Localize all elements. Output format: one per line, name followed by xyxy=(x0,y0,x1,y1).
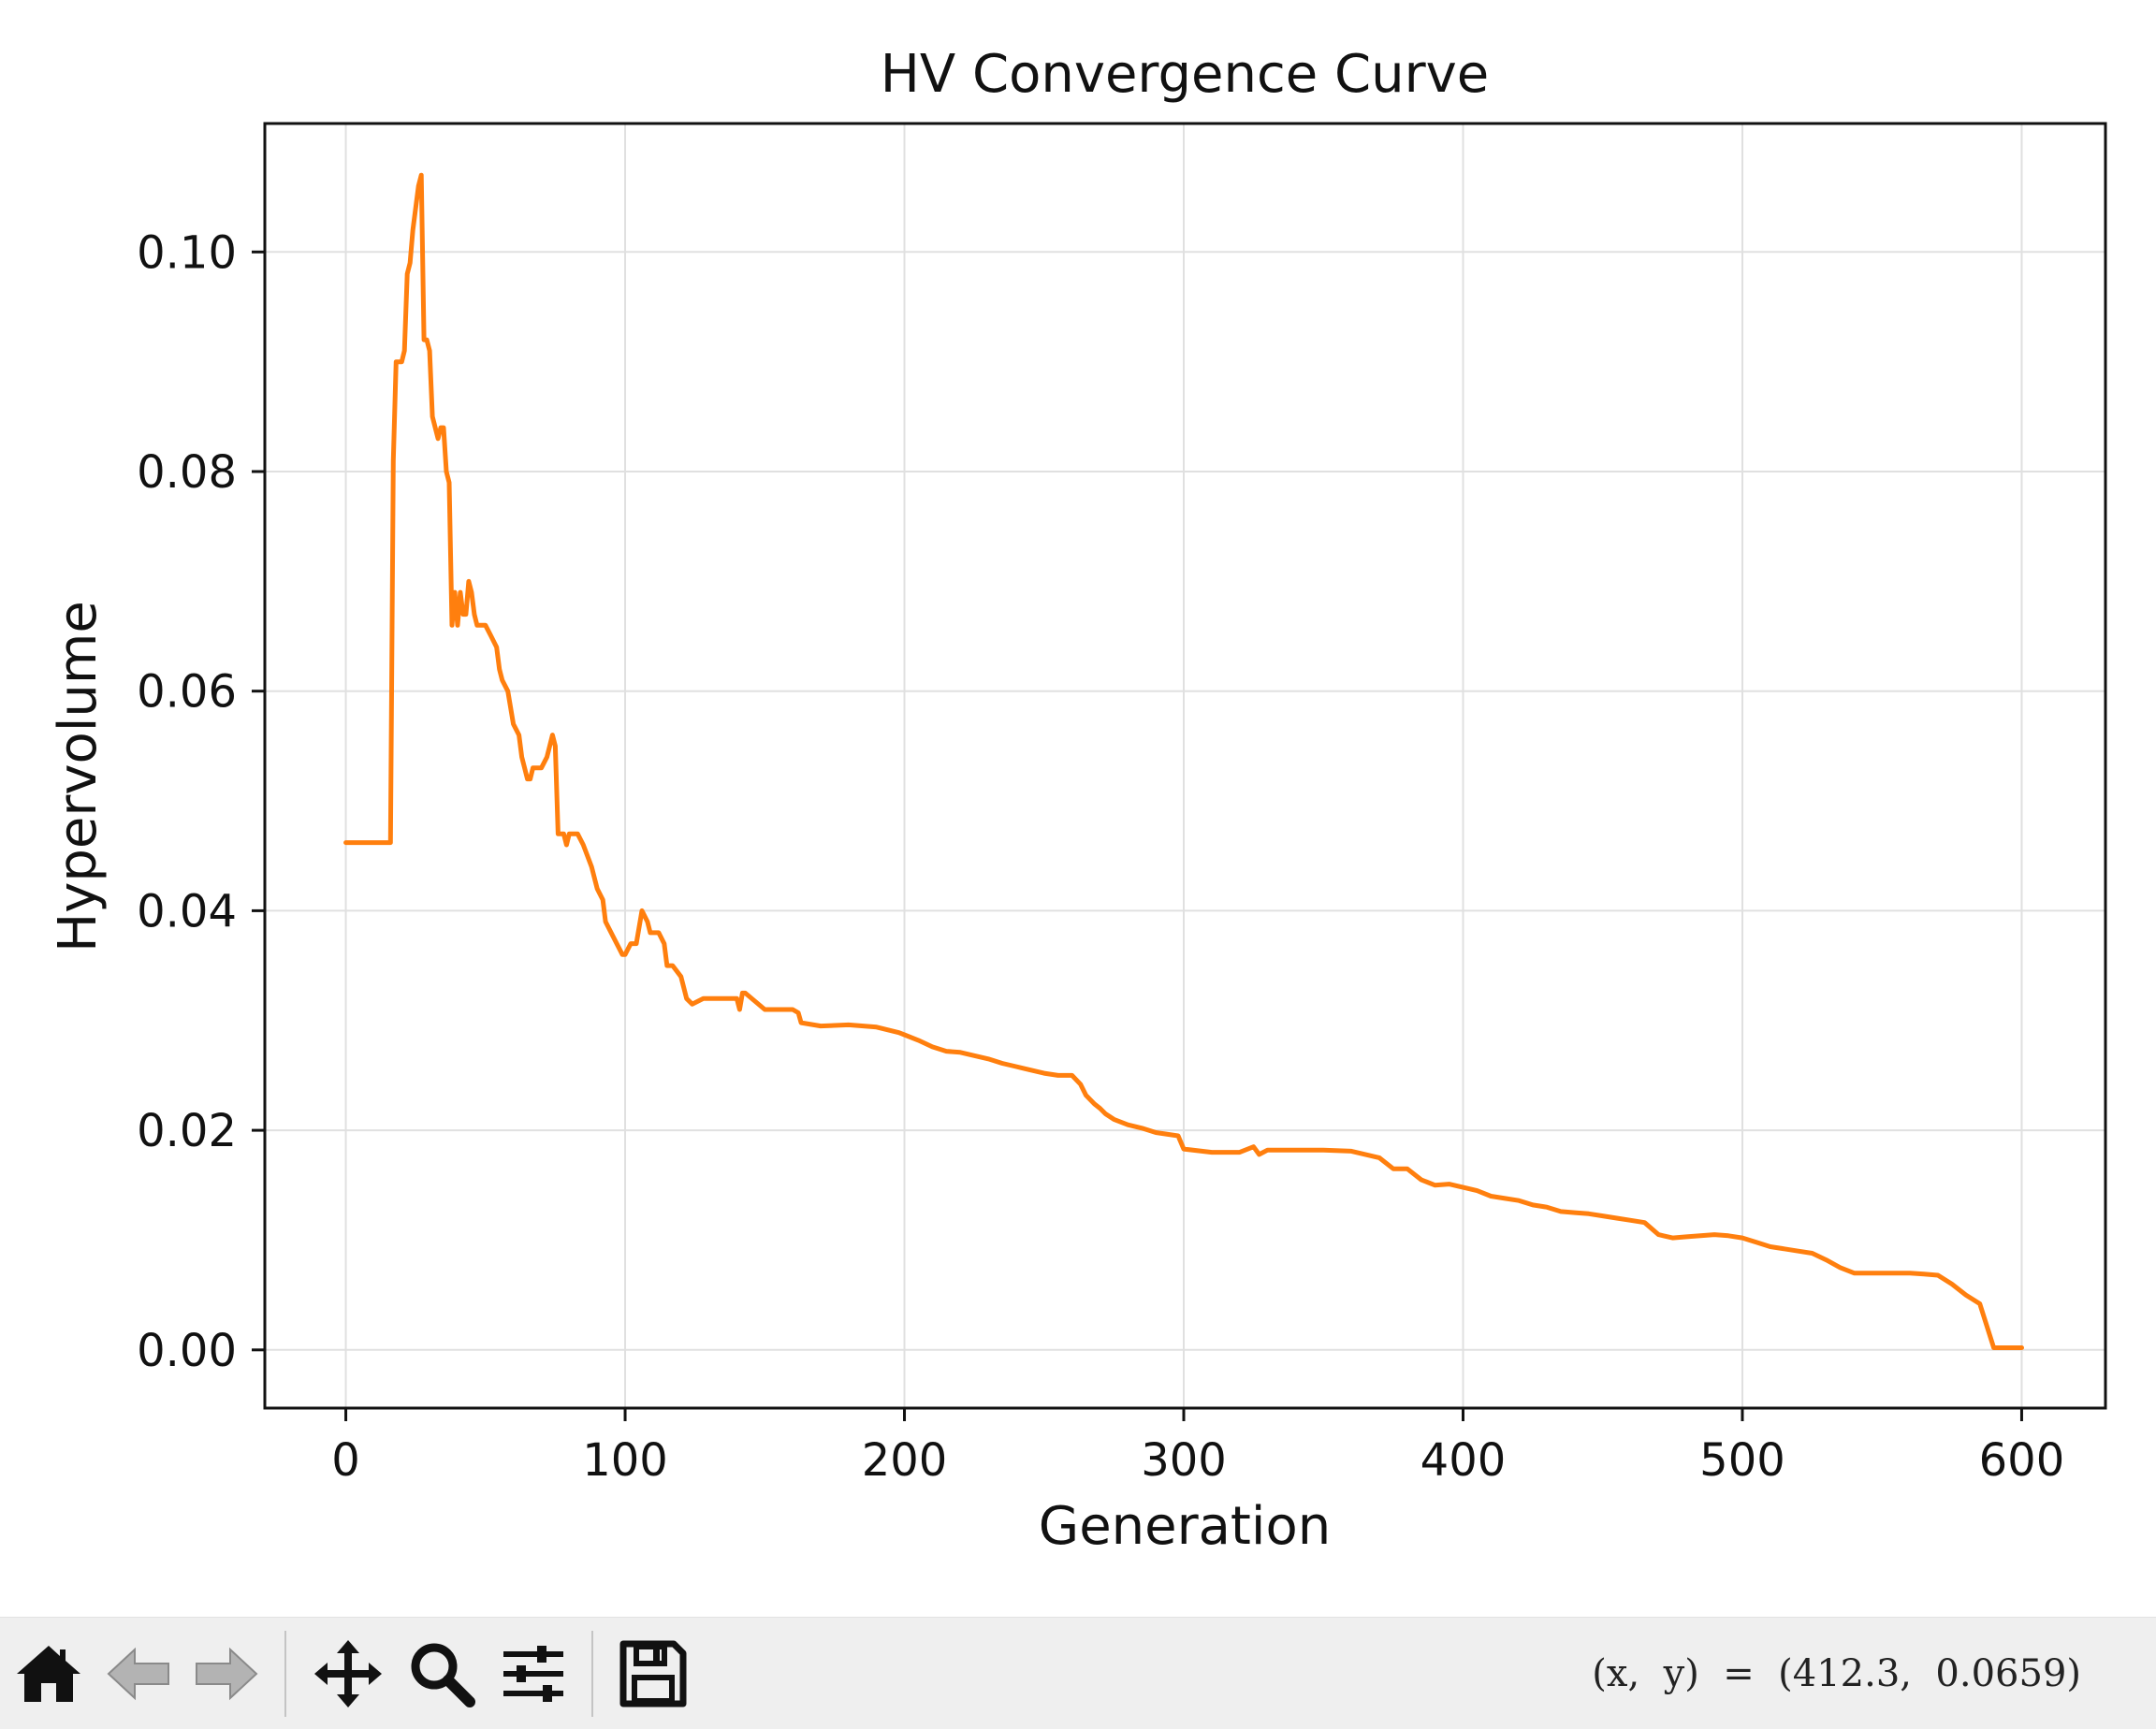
x-axis-label: Generation xyxy=(1039,1496,1331,1557)
floppy-disk-icon xyxy=(619,1640,687,1707)
y-tick-label: 0.06 xyxy=(137,666,237,719)
pan-button[interactable] xyxy=(305,1631,391,1717)
toolbar-separator xyxy=(284,1631,286,1717)
x-tick-label: 400 xyxy=(1420,1434,1507,1487)
hv-series-line xyxy=(343,172,2024,1350)
back-button[interactable] xyxy=(95,1631,182,1717)
y-tick-label: 0.02 xyxy=(137,1105,237,1157)
y-tick-label: 0.10 xyxy=(137,226,237,279)
hv-convergence-chart: HV Convergence Curve 0 100 200 300 400 500 600… xyxy=(48,44,2107,1557)
grid-lines xyxy=(265,124,2105,1408)
forward-arrow-icon xyxy=(196,1647,258,1701)
y-tick-label: 0.04 xyxy=(137,885,237,937)
move-icon xyxy=(314,1640,382,1707)
cursor-coordinates-readout: (x, y) = (412.3, 0.0659) xyxy=(1592,1652,2081,1695)
home-icon xyxy=(17,1646,80,1702)
y-tick-label: 0.00 xyxy=(137,1325,237,1377)
figure-canvas[interactable]: HV Convergence Curve 0 100 200 300 400 500 600… xyxy=(0,0,2156,1617)
zoom-button[interactable] xyxy=(399,1631,485,1717)
y-tick-label: 0.08 xyxy=(137,446,237,499)
x-tick-label: 300 xyxy=(1141,1434,1227,1487)
save-button[interactable] xyxy=(610,1631,696,1717)
x-tick-label: 500 xyxy=(1699,1434,1785,1487)
data-series xyxy=(343,172,2024,1350)
chart-title: HV Convergence Curve xyxy=(881,44,1489,105)
y-axis-label: Hypervolume xyxy=(48,601,109,952)
navigation-toolbar: (x, y) = (412.3, 0.0659) xyxy=(0,1617,2156,1729)
back-arrow-icon xyxy=(107,1647,169,1701)
x-axis-ticks: 0 100 200 300 400 500 600 xyxy=(331,1408,2064,1487)
forward-button[interactable] xyxy=(183,1631,270,1717)
x-tick-label: 200 xyxy=(862,1434,948,1487)
magnifier-icon xyxy=(411,1643,475,1707)
y-axis-ticks: 0.00 0.02 0.04 0.06 0.08 0.10 xyxy=(137,226,265,1377)
x-tick-label: 600 xyxy=(1979,1434,2065,1487)
home-button[interactable] xyxy=(6,1631,92,1717)
toolbar-separator xyxy=(591,1631,593,1717)
sliders-icon xyxy=(503,1646,563,1702)
x-tick-label: 100 xyxy=(582,1434,668,1487)
x-tick-label: 0 xyxy=(331,1434,360,1487)
subplots-button[interactable] xyxy=(490,1631,576,1717)
